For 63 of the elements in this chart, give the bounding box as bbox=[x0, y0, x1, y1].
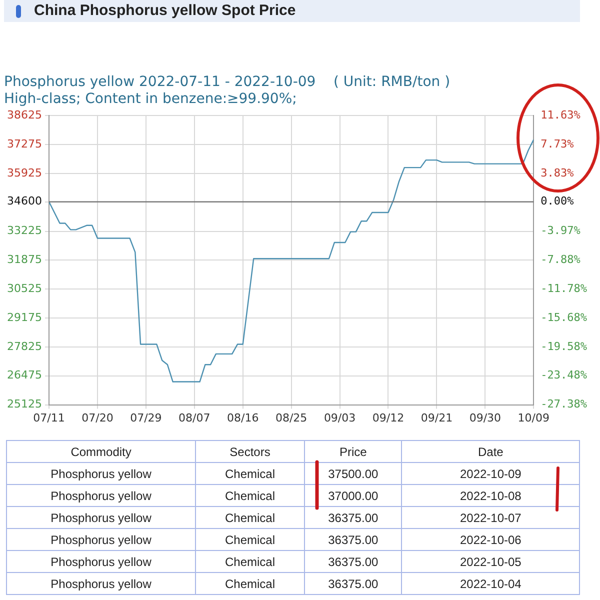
text: Phosphorus yellow bbox=[6, 572, 196, 594]
y-tick-label: 29175 bbox=[6, 310, 42, 324]
text: 36375.00 bbox=[304, 506, 402, 528]
text: Chemical bbox=[196, 462, 304, 484]
text: Commodity bbox=[6, 440, 196, 462]
y2-tick-label: -23.48% bbox=[540, 368, 588, 382]
y-tick-label: 27825 bbox=[6, 340, 42, 353]
y2-tick-label: -15.68% bbox=[540, 310, 588, 324]
text: Phosphorus yellow bbox=[6, 550, 196, 572]
text: Chemical bbox=[196, 528, 304, 550]
y2-tick-label: -3.97% bbox=[540, 224, 581, 238]
x-tick-label: 08/07 bbox=[178, 411, 210, 424]
y-tick-label: 25125 bbox=[6, 398, 42, 411]
text: 2022-10-06 bbox=[402, 528, 580, 550]
y2-tick-label: 3.83% bbox=[540, 166, 574, 180]
x-tick-label: 09/03 bbox=[324, 411, 356, 424]
text: Date bbox=[402, 440, 580, 462]
x-tick-label: 07/20 bbox=[82, 411, 114, 424]
text: 2022-10-09 bbox=[402, 462, 580, 484]
text: Phosphorus yellow bbox=[6, 462, 196, 484]
text: Phosphorus yellow bbox=[6, 528, 196, 550]
text: 2022-10-07 bbox=[402, 506, 580, 528]
y-tick-label: 30525 bbox=[6, 282, 42, 295]
text: 37500.00 bbox=[304, 462, 402, 484]
y-tick-label: 35925 bbox=[6, 166, 42, 180]
text: Phosphorus yellow bbox=[6, 484, 196, 506]
y-tick-label: 37275 bbox=[6, 137, 42, 150]
text: 36375.00 bbox=[304, 550, 402, 572]
chart-title: China Phosphorus yellow Spot Price bbox=[34, 1, 296, 21]
text: Sectors bbox=[196, 440, 304, 462]
x-tick-label: 09/30 bbox=[469, 411, 502, 424]
y-tick-label: 26475 bbox=[6, 368, 42, 382]
y2-tick-label: -27.38% bbox=[540, 398, 588, 411]
y2-tick-label: 7.73% bbox=[540, 137, 574, 150]
text: 37000.00 bbox=[304, 484, 402, 506]
x-tick-label: 09/12 bbox=[372, 411, 404, 424]
text: Price bbox=[304, 440, 402, 462]
y-tick-label: 34600 bbox=[6, 194, 42, 208]
text: 2022-10-05 bbox=[402, 550, 580, 572]
x-tick-label: 07/29 bbox=[130, 411, 162, 424]
chart-subtitle: Phosphorus yellow 2022-07-11 - 2022-10-09 ( Unit: RMB/ton ) High-class; Content in benzene:≥99.90%; bbox=[4, 74, 450, 107]
text: 2022-10-04 bbox=[402, 572, 580, 594]
y2-tick-label: 11.63% bbox=[540, 108, 581, 122]
x-tick-label: 08/25 bbox=[275, 411, 308, 424]
y-tick-label: 31875 bbox=[6, 253, 42, 266]
y-tick-label: 33225 bbox=[6, 224, 42, 238]
text: 2022-10-08 bbox=[402, 484, 580, 506]
text: Chemical bbox=[196, 484, 304, 506]
x-tick-label: 10/09 bbox=[518, 411, 550, 424]
text: 36375.00 bbox=[304, 528, 402, 550]
text: Phosphorus yellow bbox=[6, 506, 196, 528]
x-tick-label: 07/11 bbox=[33, 411, 65, 424]
x-tick-label: 08/16 bbox=[227, 411, 259, 424]
text: Chemical bbox=[196, 506, 304, 528]
text: 36375.00 bbox=[304, 572, 402, 594]
y2-tick-label: 0.00% bbox=[540, 194, 574, 208]
y2-tick-label: -7.88% bbox=[540, 253, 581, 266]
y-tick-label: 38625 bbox=[6, 108, 42, 122]
y2-tick-label: -11.78% bbox=[540, 282, 588, 296]
text: Chemical bbox=[196, 550, 304, 572]
x-tick-label: 09/21 bbox=[420, 411, 453, 424]
y2-tick-label: -19.58% bbox=[540, 340, 588, 353]
text: Chemical bbox=[196, 572, 304, 594]
